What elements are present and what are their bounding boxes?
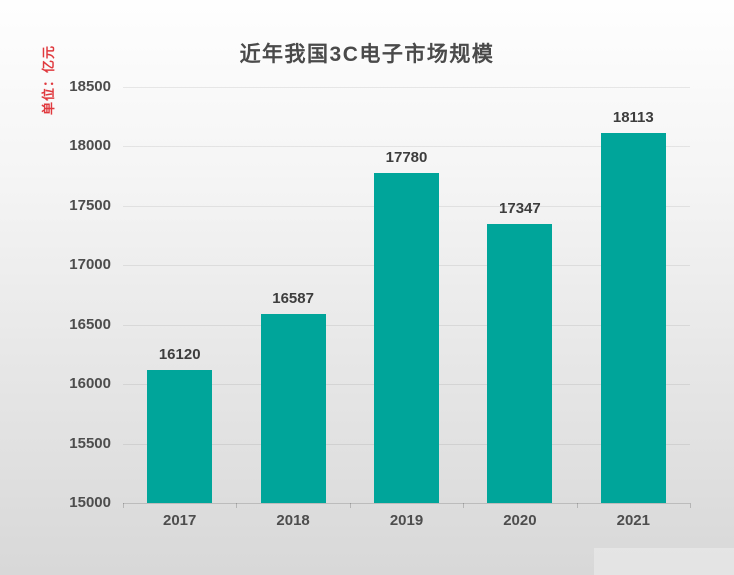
y-axis-tick-label: 17000 xyxy=(69,256,111,274)
x-axis-tick-label: 2021 xyxy=(616,512,650,529)
y-axis-tick-label: 16500 xyxy=(69,315,111,333)
bar-value-label: 17780 xyxy=(385,148,428,166)
x-axis-tick-label: 2017 xyxy=(163,512,197,529)
bar-value-label: 16120 xyxy=(158,345,201,363)
plot-area: 15000 15500 16000 16500 17000 17500 18000 18500… xyxy=(69,78,691,529)
bar-2017 xyxy=(147,369,213,503)
y-axis-tick-label: 16000 xyxy=(69,375,111,393)
x-axis-tick-mark xyxy=(236,503,238,508)
y-axis-tick-label: 17500 xyxy=(69,197,111,215)
x-axis-tick-label: 2020 xyxy=(503,512,537,529)
bar-2020 xyxy=(487,224,553,503)
y-axis-tick-label: 15500 xyxy=(69,434,111,452)
x-axis-tick-mark xyxy=(690,503,691,508)
bar-value-label: 18113 xyxy=(612,108,654,126)
bar-value-label: 16587 xyxy=(272,290,314,308)
y-axis-tick-label: 15000 xyxy=(69,494,111,512)
bar-2019 xyxy=(374,172,439,503)
bar-2021 xyxy=(600,133,666,503)
watermark xyxy=(594,548,734,575)
gridline xyxy=(123,87,690,88)
bar-value-label: 17347 xyxy=(499,200,541,218)
gridline xyxy=(123,146,690,148)
x-axis-tick-mark xyxy=(349,503,351,508)
gridline xyxy=(123,503,690,504)
x-axis-tick-mark xyxy=(123,503,124,508)
x-axis-tick-mark xyxy=(463,503,465,508)
x-axis-tick-mark xyxy=(576,503,578,508)
chart-title: 近年我国3C电子市场规模 xyxy=(239,43,495,66)
y-axis-tick-label: 18000 xyxy=(69,137,111,155)
bar-2018 xyxy=(260,314,326,503)
x-axis-tick-label: 2018 xyxy=(276,512,310,529)
x-axis-tick-label: 2019 xyxy=(389,512,424,529)
y-axis-tick-label: 18500 xyxy=(69,78,111,96)
